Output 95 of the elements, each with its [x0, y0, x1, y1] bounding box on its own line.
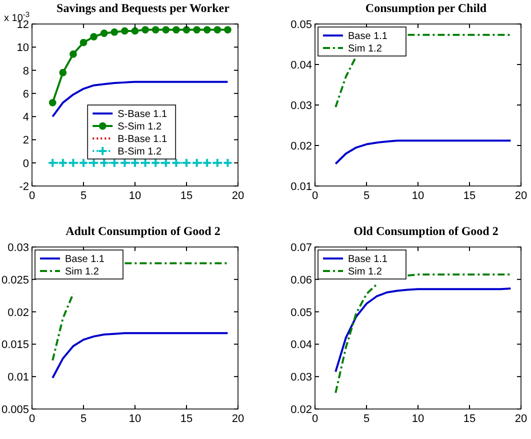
point: [110, 28, 118, 36]
y-tick-label: 6: [22, 88, 29, 100]
point: [192, 158, 202, 168]
y-tick-label: 0.07: [290, 242, 312, 254]
y-tick-label: 8: [22, 65, 29, 78]
point: [212, 158, 222, 168]
x-tick-label: 20: [232, 190, 244, 202]
y-tick-label: 0.02: [290, 404, 312, 416]
x-tick-label: 5: [80, 190, 87, 202]
legend-label: S-Base 1.1: [118, 109, 168, 120]
chart-title: Consumption per Child: [365, 1, 487, 15]
y-tick-label: 0.025: [1, 274, 29, 286]
y-tick-label: 0.05: [290, 306, 312, 319]
y-tick-label: 0.03: [8, 242, 29, 254]
point: [171, 158, 182, 168]
point: [214, 26, 222, 34]
y-tick-label: 0.03: [290, 100, 312, 112]
legend-label: Base 1.1: [65, 254, 105, 265]
point: [80, 38, 88, 46]
point: [70, 50, 77, 58]
x-tick-label: 15: [463, 413, 476, 425]
line-series: [52, 332, 229, 379]
point: [99, 158, 110, 168]
legend-label: B-Sim 1.2: [118, 146, 162, 158]
point: [160, 158, 171, 168]
legend-label: Base 1.1: [348, 254, 388, 265]
line-series: [52, 80, 229, 118]
y-tick-label: 0.005: [1, 404, 29, 416]
point: [152, 26, 160, 34]
x-tick-label: 20: [232, 413, 244, 425]
legend-label: B-Base 1.1: [118, 134, 168, 145]
legend-label: Sim 1.2: [348, 44, 382, 54]
y-tick-label: 0.01: [8, 372, 29, 384]
x-tick-label: 5: [363, 190, 370, 202]
x-tick-label: 10: [412, 413, 424, 425]
y-tick-label: 0.03: [290, 372, 312, 384]
x-tick-label: 5: [80, 413, 87, 425]
y-tick-label: 0.05: [290, 19, 312, 31]
point: [58, 158, 68, 168]
chart-title: Savings and Bequests per Worker: [56, 1, 230, 15]
x-tick-label: 20: [514, 413, 528, 425]
legend-label: Base 1.1: [348, 31, 388, 42]
y-tick-label: 0.06: [290, 274, 312, 286]
y-tick-label: 10: [16, 42, 29, 54]
y-tick-label: 12: [16, 19, 29, 31]
point: [162, 26, 170, 34]
x-tick-label: 10: [128, 413, 142, 425]
y-tick-label: 2: [22, 134, 29, 147]
point: [224, 26, 232, 34]
line-series: [334, 140, 512, 165]
point: [193, 26, 200, 34]
point: [222, 158, 233, 168]
x-tick-label: 5: [363, 413, 370, 425]
y-tick-label: 0.04: [290, 60, 312, 72]
point: [142, 26, 149, 34]
point: [131, 27, 139, 35]
x-tick-label: 15: [180, 190, 193, 202]
y-tick-label: 0.02: [8, 306, 29, 319]
point: [182, 158, 192, 168]
x-tick-label: 15: [180, 413, 193, 425]
y-tick-label: 0: [22, 158, 29, 170]
point: [172, 26, 180, 34]
legend-label: Sim 1.2: [348, 266, 382, 278]
point: [48, 98, 56, 106]
point: [88, 158, 99, 168]
point: [109, 158, 120, 168]
point: [100, 30, 108, 37]
y-tick-label: 0.01: [290, 181, 312, 193]
point: [78, 158, 88, 168]
chart-title: Adult Consumption of Good 2: [66, 224, 220, 238]
chart-title: Old Consumption of Good 2: [354, 224, 498, 238]
point: [59, 68, 67, 76]
legend-label: S-Sim 1.2: [118, 122, 162, 132]
point: [121, 27, 128, 35]
x-tick-label: 10: [412, 190, 424, 202]
point: [203, 26, 211, 34]
point: [48, 158, 58, 168]
point: [150, 158, 161, 168]
legend-label: Sim 1.2: [65, 266, 100, 278]
x-tick-label: 20: [514, 190, 528, 202]
point: [140, 158, 150, 168]
point: [130, 158, 140, 168]
y-tick-label: 4: [22, 112, 29, 124]
y-tick-label: 0.04: [290, 339, 312, 352]
line-series: [334, 287, 512, 373]
x-tick-label: 10: [128, 190, 142, 202]
point: [68, 158, 78, 168]
y-tick-label: 0.02: [290, 140, 312, 152]
point: [182, 26, 190, 34]
y-tick-label: -2: [19, 181, 29, 193]
point: [120, 158, 130, 168]
x-tick-label: 15: [463, 190, 476, 202]
point: [90, 33, 98, 40]
point: [202, 158, 212, 168]
y-tick-label: 0.015: [1, 339, 29, 352]
